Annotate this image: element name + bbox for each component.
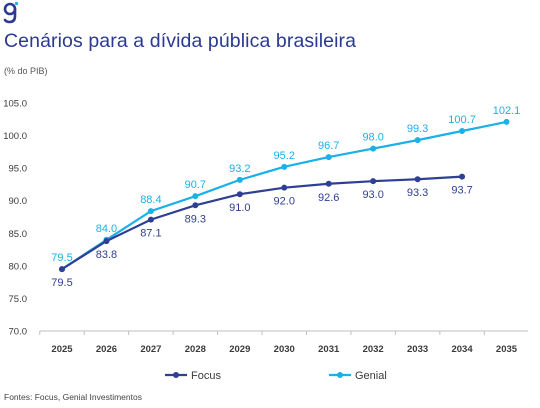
- data-label-genial: 90.7: [185, 179, 206, 191]
- x-tick-label: 2030: [274, 344, 295, 355]
- x-tick-label: 2025: [51, 344, 73, 355]
- data-label-focus: 79.5: [51, 277, 72, 289]
- data-label-focus: 93.3: [407, 187, 428, 199]
- x-tick-label: 2028: [185, 344, 206, 355]
- x-tick-label: 2033: [407, 344, 428, 355]
- data-label-focus: 93.0: [362, 189, 383, 201]
- legend-swatch-marker: [337, 372, 343, 378]
- data-point-genial: [147, 208, 154, 215]
- data-point-focus: [325, 180, 332, 187]
- x-tick-label: 2029: [229, 344, 250, 355]
- data-label-genial: 102.1: [493, 105, 521, 117]
- data-label-genial: 84.0: [96, 223, 117, 235]
- y-tick-label: 75.0: [9, 294, 28, 305]
- brand-logo-icon: [3, 1, 19, 30]
- data-label-genial: 99.3: [407, 123, 428, 135]
- legend-label-genial: Genial: [355, 370, 387, 382]
- data-label-focus: 92.0: [274, 196, 295, 208]
- y-tick-label: 90.0: [9, 196, 28, 207]
- data-point-genial: [192, 193, 199, 200]
- data-point-focus: [281, 184, 288, 191]
- data-point-focus: [59, 266, 65, 273]
- y-tick-label: 100.0: [3, 131, 27, 142]
- data-point-focus: [414, 176, 421, 183]
- data-label-genial: 96.7: [318, 140, 339, 152]
- x-tick-label: 2026: [96, 344, 117, 355]
- data-label-genial: 93.2: [229, 163, 250, 175]
- data-point-genial: [459, 128, 466, 135]
- data-label-genial: 98.0: [362, 132, 383, 144]
- x-axis: 2025 2026 2027 2028 2029 2030 2031 2032 2033 2034…: [39, 330, 528, 355]
- data-point-genial: [414, 137, 421, 144]
- data-label-genial: 88.4: [140, 194, 161, 206]
- data-point-genial: [503, 118, 510, 125]
- data-label-focus: 92.6: [318, 192, 339, 204]
- data-point-focus: [459, 173, 466, 180]
- data-point-focus: [147, 216, 154, 223]
- y-axis: 70.0 75.0 80.0 85.0 90.0 95.0 100.0 105.0: [3, 99, 27, 338]
- data-point-focus: [103, 238, 110, 245]
- data-point-focus: [236, 191, 243, 198]
- legend: Focus Genial: [165, 370, 387, 382]
- y-tick-label: 70.0: [9, 327, 28, 338]
- data-label-focus: 87.1: [140, 228, 161, 240]
- y-tick-label: 105.0: [3, 99, 27, 110]
- series-layer: 79.5 83.8 87.1 89.3 91.0 92.0 92.6 93.0 93.3 93.7…: [51, 105, 520, 289]
- data-point-genial: [281, 163, 288, 170]
- data-point-focus: [192, 202, 199, 209]
- data-point-genial: [236, 176, 243, 183]
- unit-label: (% do PIB): [4, 66, 48, 76]
- data-label-genial: 100.7: [448, 114, 476, 126]
- x-tick-label: 2027: [140, 344, 161, 355]
- data-label-focus: 83.8: [96, 249, 117, 261]
- y-tick-label: 95.0: [9, 164, 28, 175]
- data-label-focus: 91.0: [229, 202, 250, 214]
- x-tick-label: 2035: [496, 344, 518, 355]
- data-point-genial: [370, 145, 377, 152]
- x-tick-label: 2032: [363, 344, 384, 355]
- y-tick-label: 85.0: [9, 229, 28, 240]
- data-point-genial: [325, 154, 332, 161]
- data-label-genial: 95.2: [274, 150, 295, 162]
- x-tick-label: 2031: [318, 344, 340, 355]
- series-line-focus: [61, 175, 463, 271]
- legend-swatch-marker: [173, 372, 179, 378]
- data-label-focus: 93.7: [451, 185, 472, 197]
- source-note: Fontes: Focus, Genial Investimentos: [4, 392, 142, 402]
- chart-title: Cenários para a dívida pública brasileir…: [4, 30, 357, 52]
- data-label-focus: 89.3: [185, 213, 206, 225]
- y-tick-label: 80.0: [9, 261, 28, 272]
- data-point-focus: [370, 178, 377, 185]
- legend-label-focus: Focus: [191, 370, 221, 382]
- data-label-genial: 79.5: [51, 252, 72, 264]
- x-tick-label: 2034: [451, 344, 473, 355]
